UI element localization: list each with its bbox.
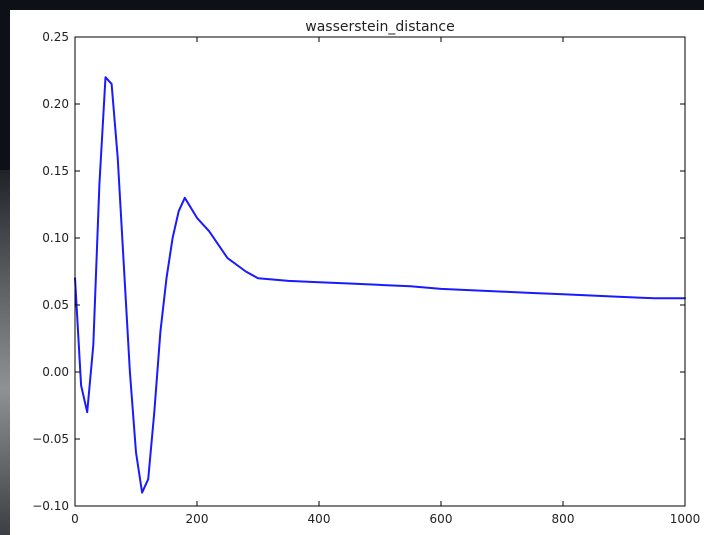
- y-tick-label: 0.15: [42, 164, 69, 178]
- x-tick-label: 200: [186, 512, 209, 526]
- y-tick-label: 0.10: [42, 231, 69, 245]
- x-tick-label: 800: [552, 512, 575, 526]
- x-tick-label: 0: [71, 512, 79, 526]
- series-line-0: [74, 76, 686, 494]
- y-tick-label: 0.25: [42, 30, 69, 44]
- y-tick-label: −0.05: [32, 432, 69, 446]
- x-tick-label: 400: [308, 512, 331, 526]
- figure-panel: [10, 10, 704, 535]
- y-tick-label: 0.20: [42, 97, 69, 111]
- chart-title: wasserstein_distance: [305, 19, 454, 35]
- y-tick-label: 0.00: [42, 365, 69, 379]
- x-tick-label: 1000: [670, 512, 701, 526]
- axes-frame: [74, 36, 686, 507]
- x-tick-label: 600: [430, 512, 453, 526]
- y-tick-label: 0.05: [42, 298, 69, 312]
- y-tick-label: −0.10: [32, 499, 69, 513]
